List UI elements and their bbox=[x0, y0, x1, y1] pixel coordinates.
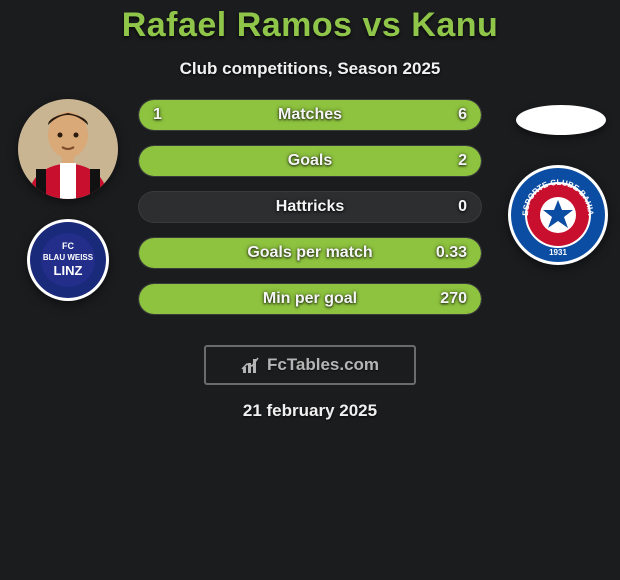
page-subtitle: Club competitions, Season 2025 bbox=[0, 59, 620, 79]
site-attribution: FcTables.com bbox=[204, 345, 416, 385]
chart-bars-icon bbox=[241, 355, 261, 375]
stat-value-right: 0 bbox=[458, 198, 467, 216]
stat-label: Goals per match bbox=[247, 244, 372, 262]
right-player-column: ESPORTE CLUBE BAHIA 1931 bbox=[492, 99, 612, 265]
svg-text:1931: 1931 bbox=[549, 248, 567, 257]
content-row: FC BLAU WEISS LINZ 1 Matches 6 Goals 2 Hattri… bbox=[0, 99, 620, 329]
stat-bar: 1 Matches 6 bbox=[138, 99, 482, 131]
stat-label: Goals bbox=[288, 152, 332, 170]
site-name: FcTables.com bbox=[267, 355, 379, 375]
stat-value-right: 2 bbox=[458, 152, 467, 170]
stat-value-right: 0.33 bbox=[436, 244, 467, 262]
stat-label: Matches bbox=[278, 106, 342, 124]
svg-text:BLAU WEISS: BLAU WEISS bbox=[43, 253, 94, 262]
left-player-avatar bbox=[18, 99, 118, 199]
comparison-card: Rafael Ramos vs Kanu Club competitions, … bbox=[0, 0, 620, 580]
stat-fill-left bbox=[139, 100, 187, 130]
club-crest-icon: ESPORTE CLUBE BAHIA 1931 bbox=[508, 165, 608, 265]
left-club-badge: FC BLAU WEISS LINZ bbox=[27, 219, 109, 301]
stat-label: Hattricks bbox=[276, 198, 344, 216]
stat-bar: Hattricks 0 bbox=[138, 191, 482, 223]
stat-bar: Goals per match 0.33 bbox=[138, 237, 482, 269]
stat-bar: Goals 2 bbox=[138, 145, 482, 177]
left-player-column: FC BLAU WEISS LINZ bbox=[8, 99, 128, 301]
stats-column: 1 Matches 6 Goals 2 Hattricks 0 Goals per match… bbox=[130, 99, 490, 329]
svg-text:FC: FC bbox=[62, 241, 74, 251]
stat-label: Min per goal bbox=[263, 290, 357, 308]
page-title: Rafael Ramos vs Kanu bbox=[0, 0, 620, 45]
stat-bar: Min per goal 270 bbox=[138, 283, 482, 315]
svg-text:LINZ: LINZ bbox=[54, 263, 83, 278]
right-club-badge: ESPORTE CLUBE BAHIA 1931 bbox=[508, 165, 608, 265]
stat-value-right: 6 bbox=[458, 106, 467, 124]
club-crest-icon: FC BLAU WEISS LINZ bbox=[27, 219, 109, 301]
right-mini-badge bbox=[516, 105, 606, 135]
stat-value-left: 1 bbox=[153, 106, 162, 124]
stat-value-right: 270 bbox=[440, 290, 467, 308]
person-photo-icon bbox=[18, 99, 118, 199]
footer-date: 21 february 2025 bbox=[0, 401, 620, 421]
